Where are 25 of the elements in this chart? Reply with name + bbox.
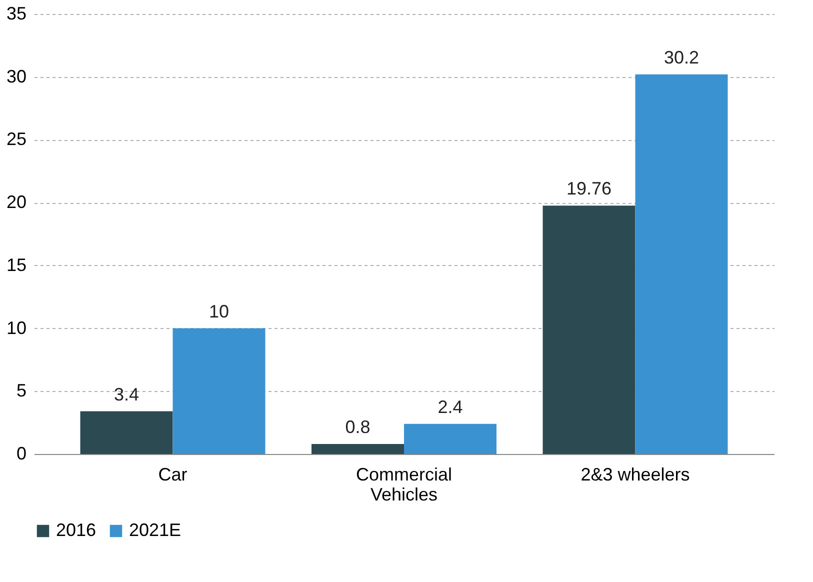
data-label: 30.2 bbox=[664, 47, 700, 68]
y-tick-label: 0 bbox=[16, 444, 26, 464]
y-tick-label: 35 bbox=[6, 4, 26, 24]
data-label: 19.76 bbox=[566, 178, 612, 199]
y-tick-label: 10 bbox=[6, 318, 26, 338]
y-tick-label: 25 bbox=[6, 129, 26, 150]
x-tick-label: Car bbox=[158, 464, 188, 484]
bar bbox=[404, 424, 496, 454]
bar bbox=[542, 206, 636, 454]
legend-label: 2016 bbox=[56, 520, 96, 540]
data-label: 2.4 bbox=[438, 396, 463, 417]
x-tick-label: 2&3 wheelers bbox=[580, 464, 690, 484]
y-tick-label: 30 bbox=[6, 66, 26, 86]
bar bbox=[172, 328, 266, 454]
bar bbox=[635, 74, 728, 454]
legend-label: 2021E bbox=[129, 520, 182, 540]
data-label: 10 bbox=[208, 301, 230, 322]
y-tick-label: 5 bbox=[16, 380, 26, 401]
x-tick-label: Commercial Vehicles bbox=[356, 464, 452, 504]
data-label: 3.4 bbox=[114, 384, 140, 404]
data-label: 0.8 bbox=[345, 416, 370, 437]
bar bbox=[80, 411, 173, 454]
bar bbox=[312, 444, 404, 454]
y-tick-label: 15 bbox=[6, 254, 26, 275]
y-tick-label: 20 bbox=[6, 192, 26, 212]
